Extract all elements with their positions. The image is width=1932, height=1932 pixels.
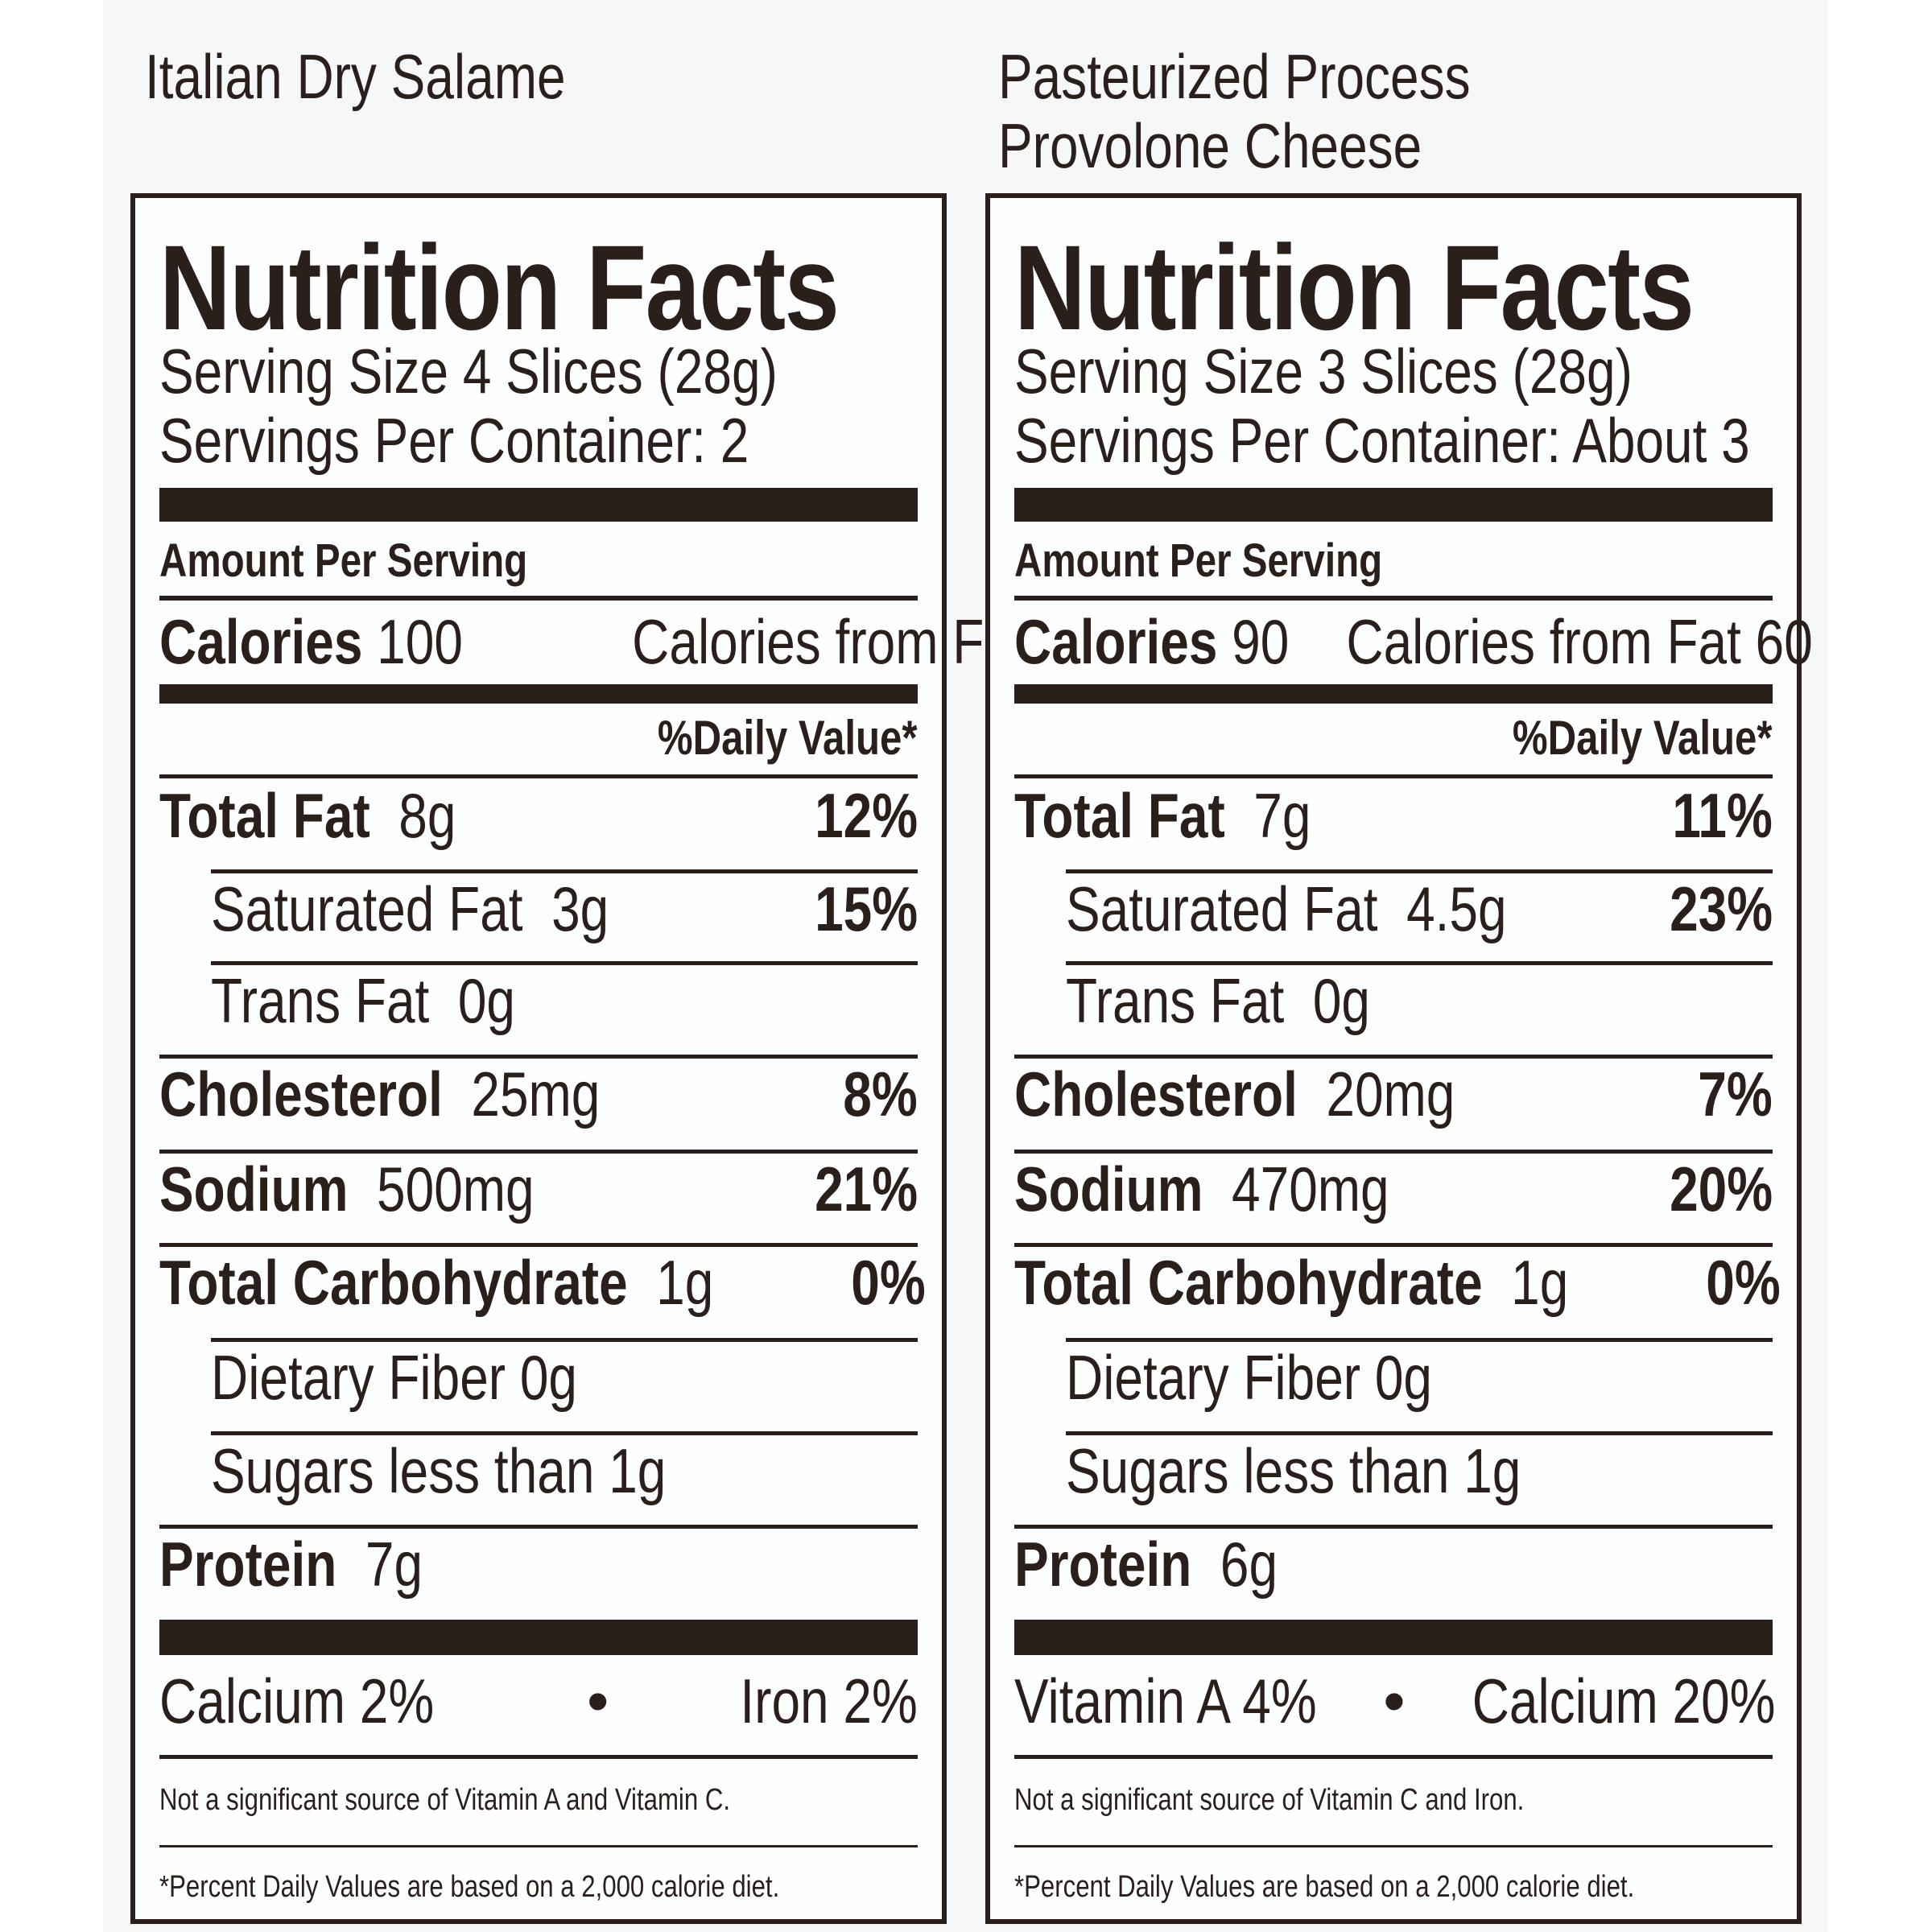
calories-label: Calories xyxy=(159,606,363,677)
divider xyxy=(159,774,918,778)
amount-per-serving: Amount Per Serving xyxy=(1014,535,1383,587)
protein-row: Protein 6g xyxy=(1014,1529,1278,1600)
divider xyxy=(1014,1755,1773,1759)
vitamin-left: Vitamin A 4% xyxy=(1014,1666,1317,1736)
vitamins-row: Calcium 2% • Iron 2% xyxy=(159,1665,918,1737)
divider xyxy=(211,869,918,873)
divider xyxy=(1014,1525,1773,1529)
daily-value-header: %Daily Value* xyxy=(658,711,918,765)
thick-divider xyxy=(159,488,918,522)
calories-from-fat: Calories from Fat 60 xyxy=(1346,606,1813,677)
divider xyxy=(211,1431,918,1435)
divider xyxy=(159,1243,918,1247)
divider xyxy=(159,1525,918,1529)
servings-per-container: Servings Per Container: 2 xyxy=(159,405,749,476)
divider xyxy=(1066,961,1773,965)
divider xyxy=(211,1338,918,1342)
divider xyxy=(1014,596,1773,601)
cholesterol-row: Cholesterol 20mg 7% xyxy=(1014,1059,1773,1129)
product-title-line: Provolone Cheese xyxy=(998,110,1422,181)
total-carbohydrate-row: Total Carbohydrate 1g 0% xyxy=(1014,1247,1781,1318)
divider xyxy=(1066,869,1773,873)
divider xyxy=(159,1845,918,1847)
nutrition-facts-title: Nutrition Facts xyxy=(1014,220,1695,355)
product-title-provolone: Pasteurized Process Provolone Cheese xyxy=(998,42,1471,180)
footnote: *Percent Daily Values are based on a 2,0… xyxy=(1014,1870,1635,1904)
total-carbohydrate-row: Total Carbohydrate 1g 0% xyxy=(159,1247,927,1318)
serving-size: Serving Size 3 Slices (28g) xyxy=(1014,336,1633,407)
divider xyxy=(159,1055,918,1059)
bullet: • xyxy=(1383,1666,1406,1736)
total-fat-row: Total Fat 7g 11% xyxy=(1014,780,1773,851)
cholesterol-row: Cholesterol 25mg 8% xyxy=(159,1059,918,1129)
saturated-fat-row: Saturated Fat 4.5g 23% xyxy=(1066,873,1773,944)
amount-per-serving: Amount Per Serving xyxy=(159,535,528,587)
divider xyxy=(159,1755,918,1759)
trans-fat-row: Trans Fat 0g xyxy=(211,965,515,1036)
divider xyxy=(1014,1243,1773,1247)
serving-size: Serving Size 4 Slices (28g) xyxy=(159,336,778,407)
calories-value: 100 xyxy=(377,606,463,677)
divider xyxy=(1014,774,1773,778)
sodium-row: Sodium 500mg 21% xyxy=(159,1154,918,1224)
not-significant-note: Not a significant source of Vitamin C an… xyxy=(1014,1783,1525,1817)
nutrition-facts-title: Nutrition Facts xyxy=(159,220,840,355)
saturated-fat-row: Saturated Fat 3g 15% xyxy=(211,873,918,944)
nutrition-label-salame: Nutrition Facts Serving Size 4 Slices (2… xyxy=(130,193,1098,1924)
product-title-line: Italian Dry Salame xyxy=(145,41,566,112)
divider xyxy=(159,596,918,601)
sugars-row: Sugars less than 1g xyxy=(211,1435,667,1506)
dietary-fiber-row: Dietary Fiber 0g xyxy=(211,1342,577,1413)
divider xyxy=(1066,1431,1773,1435)
dietary-fiber-row: Dietary Fiber 0g xyxy=(1066,1342,1432,1413)
total-fat-row: Total Fat 8g 12% xyxy=(159,780,918,851)
vitamins-row: Vitamin A 4% • Calcium 20% xyxy=(1014,1665,1776,1737)
calories-row: Calories 100 Calories from Fat 70 xyxy=(159,605,1098,678)
divider xyxy=(1066,1338,1773,1342)
servings-per-container: Servings Per Container: About 3 xyxy=(1014,405,1750,476)
sugars-row: Sugars less than 1g xyxy=(1066,1435,1521,1506)
divider xyxy=(211,961,918,965)
not-significant-note: Not a significant source of Vitamin A an… xyxy=(159,1783,730,1817)
vitamin-left: Calcium 2% xyxy=(159,1666,435,1736)
thick-divider xyxy=(1014,1620,1773,1655)
protein-row: Protein 7g xyxy=(159,1529,423,1600)
product-title-line: Pasteurized Process xyxy=(998,41,1471,112)
bullet: • xyxy=(587,1666,609,1736)
thick-divider xyxy=(159,1620,918,1655)
product-title-salame: Italian Dry Salame xyxy=(145,42,566,111)
divider xyxy=(1014,1845,1773,1847)
divider xyxy=(159,1150,918,1154)
medium-divider xyxy=(1014,684,1773,704)
daily-value-header: %Daily Value* xyxy=(1513,711,1773,765)
medium-divider xyxy=(159,684,918,704)
vitamin-right: Iron 2% xyxy=(740,1666,918,1736)
nutrition-label-provolone: Nutrition Facts Serving Size 3 Slices (2… xyxy=(985,193,1813,1924)
calories-value: 90 xyxy=(1232,606,1290,677)
calories-label: Calories xyxy=(1014,606,1218,677)
vitamin-right: Calcium 20% xyxy=(1472,1666,1776,1736)
thick-divider xyxy=(1014,488,1773,522)
trans-fat-row: Trans Fat 0g xyxy=(1066,965,1370,1036)
sodium-row: Sodium 470mg 20% xyxy=(1014,1154,1773,1224)
calories-row: Calories 90 Calories from Fat 60 xyxy=(1014,605,1813,678)
footnote: *Percent Daily Values are based on a 2,0… xyxy=(159,1870,780,1904)
divider xyxy=(1014,1150,1773,1154)
divider xyxy=(1014,1055,1773,1059)
